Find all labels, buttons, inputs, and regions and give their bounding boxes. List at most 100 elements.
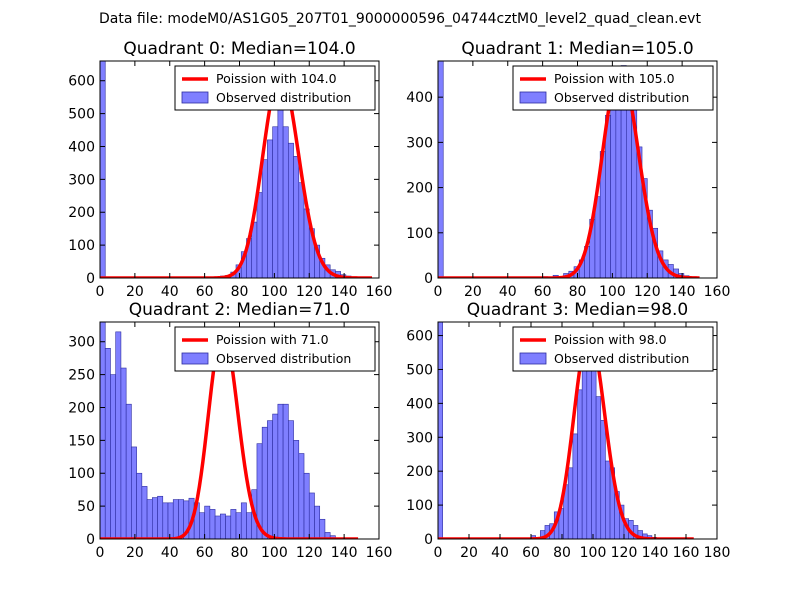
quadrant-0-ytick-label: 600	[68, 74, 95, 90]
quadrant-3-bar-13	[591, 365, 597, 539]
quadrant-1-xtick-label: 100	[599, 284, 626, 300]
quadrant-3-xtick-label: 60	[522, 545, 540, 561]
quadrant-0-xtick-label: 100	[261, 284, 288, 300]
quadrant-3-panel: 0 20 40 60 80 100 120 140 160 1800100200300400500…	[406, 300, 730, 561]
quadrant-2-bar-28	[246, 512, 253, 539]
quadrant-1-bar-15	[626, 87, 632, 278]
quadrant-2-ytick-label: 0	[86, 532, 95, 548]
quadrant-3-bar-10	[577, 389, 583, 539]
quadrant-2-bar-4	[120, 367, 127, 539]
quadrant-2-bar-3	[115, 331, 122, 539]
quadrant-3-ytick-label: 200	[406, 464, 433, 480]
quadrant-1-xtick-label: 60	[534, 284, 552, 300]
quadrant-1-xtick-label: 0	[434, 284, 443, 300]
quadrant-1-xtick-label: 40	[499, 284, 517, 300]
quadrant-3-xtick-label: 180	[704, 545, 731, 561]
quadrant-2-xtick-label: 140	[331, 545, 358, 561]
quadrant-0-xtick-label: 120	[296, 284, 323, 300]
quadrant-1-bar-0	[438, 61, 444, 278]
quadrant-0-ytick-label: 400	[68, 139, 95, 155]
legend-label-poisson: Poission with 105.0	[554, 71, 675, 86]
quadrant-3-bar-0	[438, 322, 443, 539]
quadrant-2-bar-39	[303, 472, 310, 539]
quadrant-3-xtick-label: 140	[642, 545, 669, 561]
legend-label-observed: Observed distribution	[216, 351, 351, 366]
quadrant-2-xtick-label: 80	[231, 545, 249, 561]
quadrant-0-bar-0	[100, 61, 106, 278]
quadrant-0-bar-16	[293, 156, 300, 278]
figure-suptitle: Data file: modeM0/AS1G05_207T01_90000005…	[99, 11, 701, 27]
quadrant-2-bar-31	[261, 426, 268, 539]
quadrant-2-bar-11	[157, 495, 164, 539]
legend-bar-swatch	[181, 352, 209, 365]
quadrant-0-xtick-label: 40	[161, 284, 179, 300]
legend-bar-swatch	[181, 91, 209, 104]
quadrant-1-legend: Poission with 105.0 Observed distribution	[512, 65, 714, 111]
quadrant-2-legend: Poission with 71.0 Observed distribution	[174, 326, 376, 372]
quadrant-1-xtick-label: 20	[464, 284, 482, 300]
quadrant-2-bar-32	[267, 420, 273, 539]
quadrant-2-ytick-label: 250	[68, 368, 95, 384]
quadrant-2-xtick-label: 0	[96, 545, 105, 561]
quadrant-0-xtick-label: 160	[366, 284, 393, 300]
quadrant-3-xtick-label: 0	[434, 545, 443, 561]
quadrant-2-xtick-label: 120	[296, 545, 323, 561]
quadrant-0-ytick-label: 500	[68, 107, 95, 123]
quadrant-2-bar-8	[141, 486, 148, 539]
quadrant-3-title: Quadrant 3: Median=98.0	[467, 300, 689, 320]
quadrant-1-xtick-label: 140	[669, 284, 696, 300]
quadrant-0-legend: Poission with 104.0 Observed distribution	[174, 65, 376, 111]
quadrant-2-bar-40	[308, 492, 315, 539]
quadrant-2-bar-13	[167, 502, 174, 539]
quadrant-3-xtick-label: 40	[491, 545, 509, 561]
quadrant-3-bar-9	[572, 433, 578, 539]
quadrant-2-bar-26	[235, 512, 242, 539]
quadrant-2-bar-22	[214, 515, 221, 539]
legend-label-poisson: Poission with 71.0	[216, 332, 329, 347]
quadrant-0-bar-11	[267, 139, 273, 278]
legend-label-observed: Observed distribution	[554, 90, 689, 105]
quadrant-0-bar-17	[298, 182, 305, 278]
quadrant-0-bar-12	[272, 126, 279, 278]
quadrant-2-bar-19	[199, 512, 205, 539]
quadrant-1-title: Quadrant 1: Median=105.0	[461, 39, 693, 59]
quadrant-0-ytick-label: 100	[68, 238, 95, 254]
legend-label-observed: Observed distribution	[554, 351, 689, 366]
quadrant-0-ytick-label: 200	[68, 205, 95, 221]
quadrant-0-xtick-label: 60	[196, 284, 214, 300]
quadrant-0-bar-14	[282, 126, 289, 278]
quadrant-0-xtick-label: 20	[126, 284, 144, 300]
quadrant-3-ytick-label: 0	[424, 532, 433, 548]
quadrant-3-bar-8	[567, 467, 574, 539]
quadrant-2-bar-42	[319, 518, 326, 539]
quadrant-0-bar-10	[261, 159, 268, 278]
quadrant-1-ytick-label: 300	[406, 135, 433, 151]
quadrant-0-bar-9	[256, 192, 263, 278]
quadrant-2-ytick-label: 200	[68, 400, 95, 416]
quadrant-2-bar-36	[288, 420, 294, 539]
quadrant-3-xtick-label: 80	[553, 545, 571, 561]
quadrant-1-poisson-curve	[438, 68, 700, 278]
quadrant-2-xtick-label: 60	[196, 545, 214, 561]
quadrant-2-bar-27	[240, 502, 247, 539]
quadrant-1-ytick-label: 400	[406, 90, 433, 106]
quadrant-2-xtick-label: 40	[161, 545, 179, 561]
quadrant-3-xtick-label: 100	[580, 545, 607, 561]
quadrant-2-panel: 0 20 40 60 80 100 120 140 160 0 50 100 150 200 250 300 Q…	[68, 300, 392, 561]
quadrant-3-bar-15	[600, 420, 606, 539]
legend-bar-swatch	[519, 91, 547, 104]
quadrant-3-bar-11	[581, 355, 588, 539]
quadrant-1-panel: 0 20 40 60 80 100 120 140 160 0 100 200 300 400 Quadra…	[406, 39, 730, 300]
quadrant-2-xtick-label: 160	[366, 545, 393, 561]
legend-label-poisson: Poission with 104.0	[216, 71, 337, 86]
quadrant-2-bar-2	[110, 374, 116, 539]
quadrant-3-ytick-label: 300	[406, 430, 433, 446]
quadrant-0-ytick-label: 300	[68, 172, 95, 188]
quadrant-2-bar-37	[293, 440, 300, 539]
quadrant-3-bar-14	[595, 396, 602, 539]
quadrant-2-bar-20	[204, 505, 211, 539]
quadrant-2-bar-14	[172, 499, 179, 539]
quadrant-2-ytick-label: 150	[68, 433, 95, 449]
quadrant-1-ytick-label: 0	[424, 271, 433, 287]
